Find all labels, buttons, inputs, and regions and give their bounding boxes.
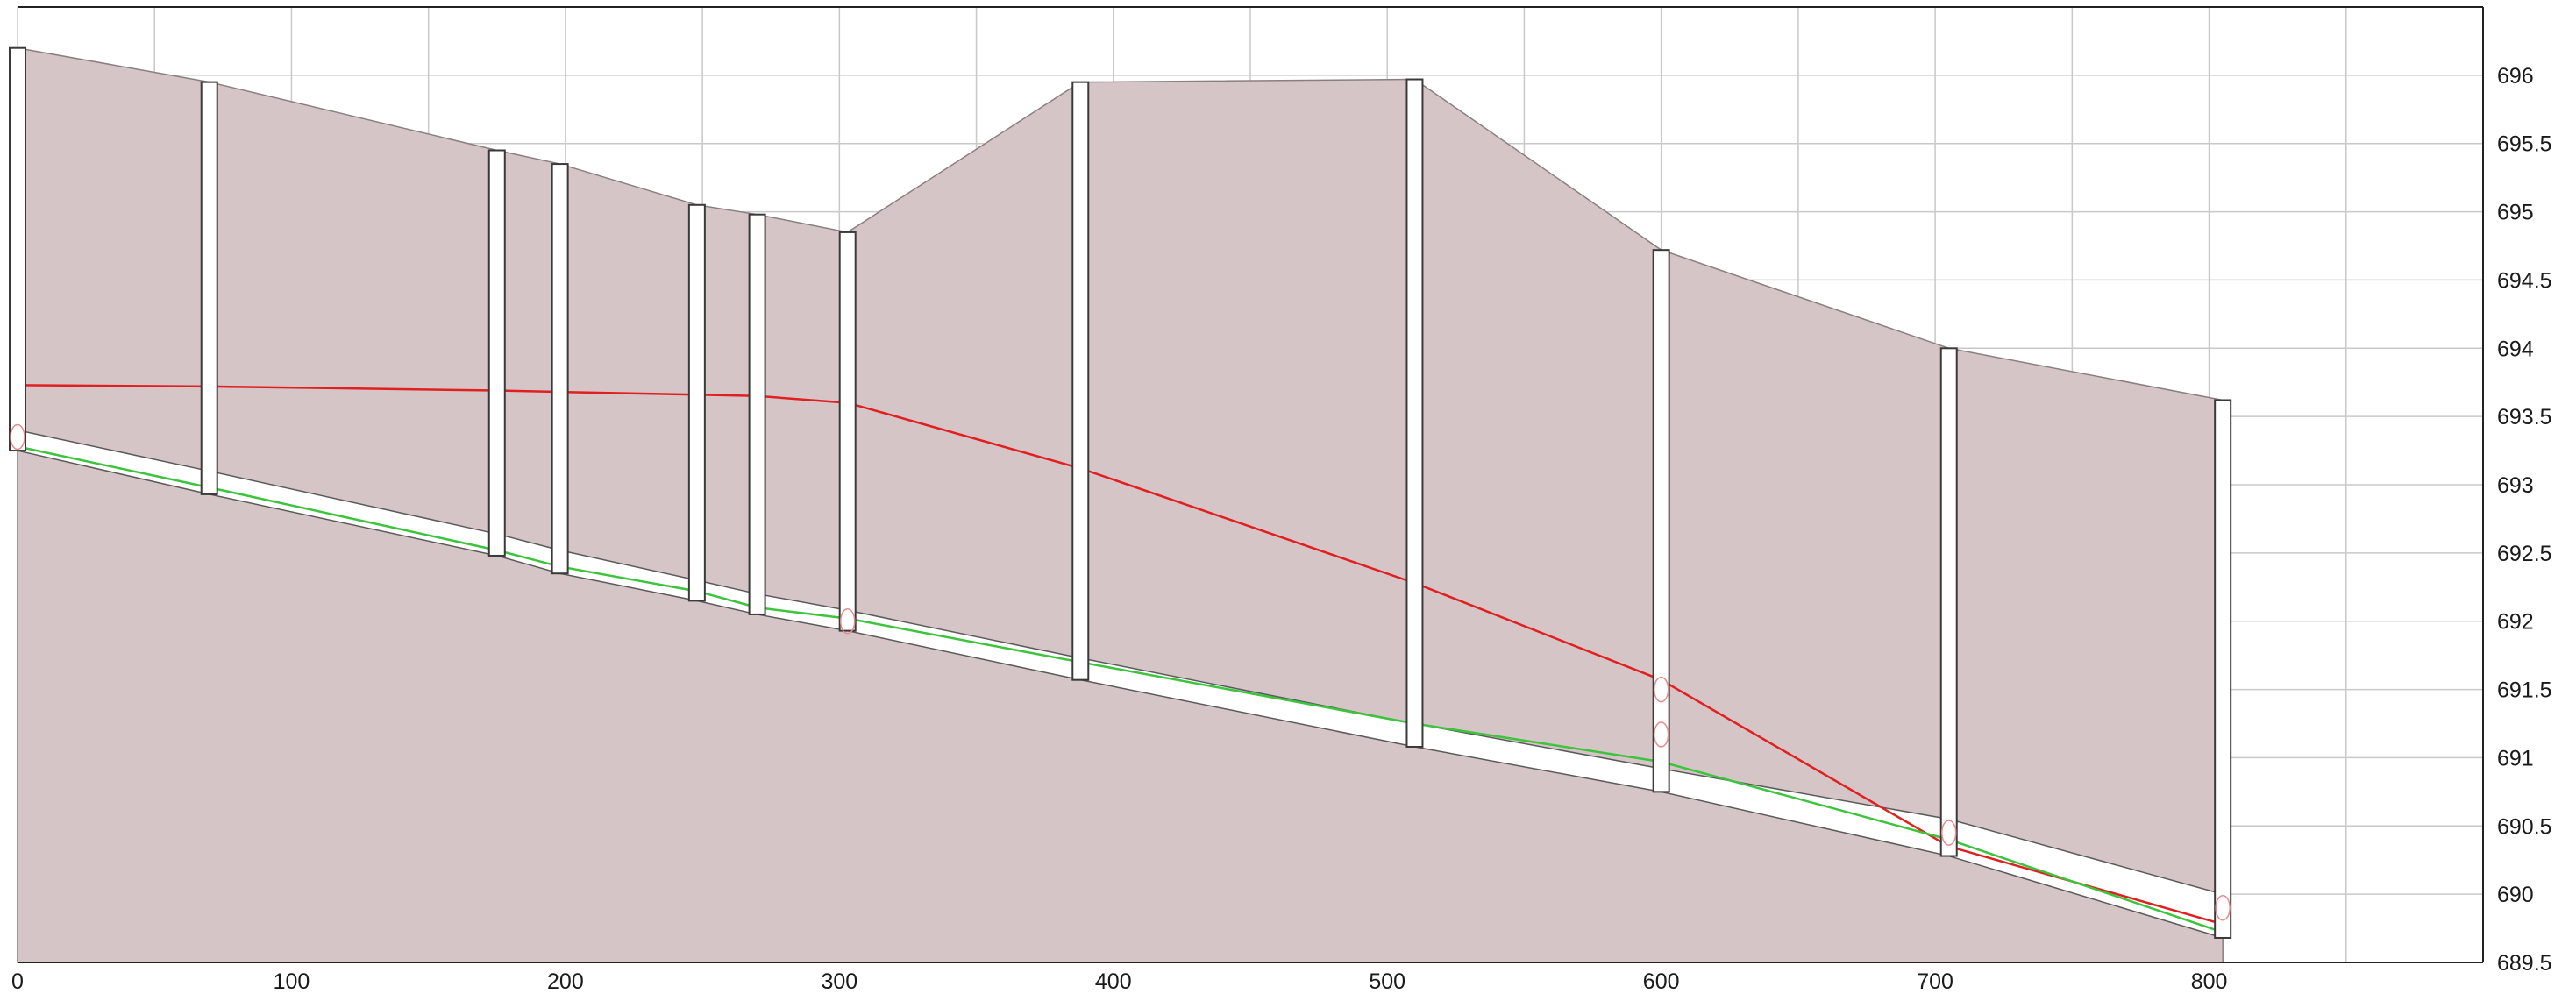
node-marker — [1940, 820, 1957, 846]
markers — [10, 423, 2231, 921]
y-tick-label: 696 — [2497, 64, 2534, 89]
y-tick-label: 694 — [2497, 337, 2534, 361]
y-tick-label: 694.5 — [2497, 268, 2552, 293]
manhole — [487, 149, 506, 557]
node-marker — [839, 607, 856, 635]
manhole — [1939, 347, 1958, 857]
y-tick-label: 695.5 — [2497, 132, 2552, 157]
node-marker — [10, 423, 25, 451]
y-tick-label: 693 — [2497, 473, 2534, 498]
manhole — [200, 81, 218, 495]
y-tick-label: 692 — [2497, 610, 2534, 635]
node-marker — [2215, 894, 2231, 921]
y-tick-label: 695 — [2497, 201, 2534, 225]
axes: 0 100 200 300 400 500 600 700 800 689.5 690 690.5 69… — [11, 6, 2552, 994]
manhole — [1652, 249, 1670, 793]
x-tick-label: 600 — [1643, 969, 1680, 994]
node-marker — [1653, 721, 1669, 748]
x-tick-label: 100 — [274, 969, 310, 994]
x-tick-label: 400 — [1095, 969, 1132, 994]
node-marker — [1653, 676, 1669, 703]
manholes — [9, 46, 2232, 939]
x-tick-label: 800 — [2191, 969, 2228, 994]
x-tick-label: 0 — [11, 969, 24, 994]
manhole — [2214, 399, 2232, 939]
y-tick-label: 690.5 — [2497, 814, 2552, 839]
manhole — [1071, 81, 1090, 681]
energy-grade-line — [17, 445, 2224, 934]
x-tick-label: 200 — [547, 969, 584, 994]
manhole — [687, 203, 706, 602]
x-tick-label: 700 — [1917, 969, 1953, 994]
x-tick-label: 500 — [1369, 969, 1405, 994]
manhole — [9, 46, 26, 452]
y-tick-label: 690 — [2497, 883, 2534, 907]
y-tick-label: 689.5 — [2497, 951, 2552, 976]
series-lines — [17, 384, 2224, 934]
y-tick-label: 691 — [2497, 746, 2534, 770]
hydraulic-grade-line — [17, 384, 2224, 926]
manhole — [748, 213, 766, 615]
x-tick-label: 300 — [821, 969, 857, 994]
manhole — [551, 163, 569, 575]
y-tick-label: 692.5 — [2497, 542, 2552, 566]
manhole — [1405, 78, 1424, 748]
y-tick-label: 693.5 — [2497, 405, 2552, 430]
y-tick-label: 691.5 — [2497, 678, 2552, 703]
manhole — [838, 231, 857, 632]
